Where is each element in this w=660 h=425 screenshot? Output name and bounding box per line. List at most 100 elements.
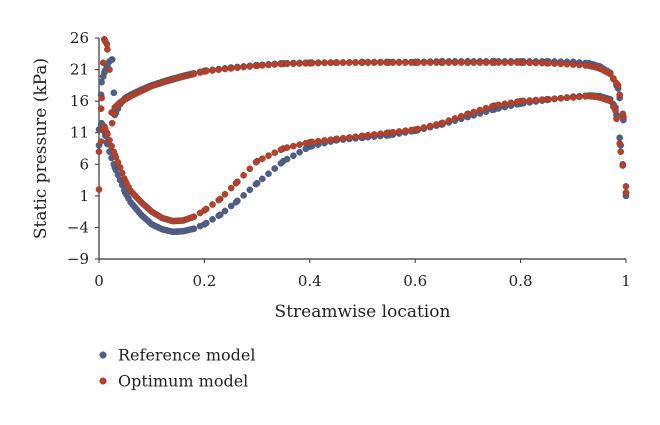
data-point — [296, 60, 303, 67]
data-point — [408, 59, 415, 66]
data-point — [240, 192, 247, 199]
data-point — [221, 65, 229, 73]
data-point — [327, 136, 335, 144]
legend-marker-reference — [99, 351, 107, 359]
data-point — [610, 103, 617, 111]
data-point — [246, 186, 254, 194]
data-point — [106, 136, 113, 144]
data-point — [240, 63, 247, 71]
legend-item-reference: Reference model — [99, 346, 255, 365]
data-point — [99, 73, 107, 80]
data-point — [383, 59, 390, 66]
data-point — [389, 59, 397, 66]
y-axis: 26 21 16 11 6 1 −4 −9 — [67, 29, 100, 268]
data-point — [414, 59, 422, 66]
data-point — [339, 59, 347, 66]
data-point — [616, 91, 624, 99]
data-point — [616, 140, 624, 147]
data-point — [532, 59, 540, 67]
data-point — [457, 59, 465, 66]
data-point — [308, 59, 316, 67]
data-point — [619, 110, 627, 118]
data-point — [110, 110, 118, 118]
data-point — [445, 117, 453, 124]
data-point — [95, 186, 103, 193]
data-point — [520, 97, 527, 105]
data-point — [135, 196, 143, 204]
data-point — [125, 195, 132, 202]
data-point — [188, 225, 196, 233]
data-point — [401, 127, 409, 135]
data-point — [108, 56, 115, 64]
data-point — [352, 133, 359, 141]
data-point — [209, 67, 216, 74]
data-point — [433, 59, 440, 66]
y-tick-label: 16 — [70, 92, 89, 110]
data-point — [258, 175, 266, 183]
data-point — [290, 142, 297, 150]
data-point — [457, 112, 465, 120]
data-point — [352, 59, 359, 66]
x-tick-label: 0.4 — [298, 272, 322, 290]
x-axis: 0 0.2 0.4 0.6 0.8 1 — [94, 258, 631, 290]
data-point — [302, 139, 310, 147]
data-point — [99, 59, 107, 67]
data-point — [582, 93, 589, 100]
data-point — [426, 59, 434, 66]
data-point — [296, 148, 303, 156]
data-point — [513, 98, 521, 106]
data-point — [526, 59, 534, 67]
data-point — [476, 106, 484, 114]
data-point — [95, 148, 103, 156]
series-optimum — [95, 35, 630, 225]
data-point — [333, 59, 341, 66]
data-point — [420, 59, 428, 66]
data-point — [464, 110, 471, 118]
data-point — [613, 115, 620, 123]
data-point — [209, 201, 216, 208]
data-point — [345, 134, 353, 141]
x-tick-label: 0.8 — [509, 272, 533, 290]
data-point — [277, 159, 285, 167]
y-tick-label: −4 — [67, 218, 89, 236]
data-point — [240, 171, 247, 179]
data-point — [234, 64, 241, 72]
data-point — [613, 79, 620, 87]
data-point — [221, 207, 229, 215]
data-point — [302, 145, 310, 153]
data-point — [377, 130, 384, 138]
data-point — [622, 183, 630, 190]
data-point — [551, 60, 558, 67]
data-point — [464, 59, 471, 66]
data-point — [265, 61, 272, 69]
legend: Reference model Optimum model — [99, 346, 255, 391]
data-point — [501, 59, 509, 66]
data-point — [610, 75, 617, 82]
data-point — [277, 146, 285, 154]
data-point — [603, 96, 611, 104]
data-point — [196, 69, 204, 76]
x-tick-label: 0.2 — [192, 272, 216, 290]
data-point — [557, 60, 565, 68]
data-point — [296, 141, 303, 148]
y-tick-label: 21 — [70, 61, 89, 79]
data-point — [246, 63, 254, 70]
data-point — [439, 119, 446, 127]
data-point — [114, 159, 122, 166]
data-point — [283, 144, 291, 151]
data-point — [544, 59, 552, 67]
data-point — [364, 131, 372, 139]
data-point — [277, 60, 285, 68]
data-point — [569, 94, 577, 101]
data-point — [314, 59, 322, 67]
data-point — [110, 89, 118, 97]
data-point — [221, 190, 229, 198]
data-point — [258, 155, 266, 163]
x-tick-label: 1 — [621, 272, 631, 290]
y-tick-label: 6 — [79, 155, 89, 173]
data-point — [283, 155, 291, 163]
data-point — [563, 60, 571, 68]
data-point — [389, 128, 397, 136]
data-point — [227, 184, 235, 192]
data-point — [265, 170, 272, 178]
